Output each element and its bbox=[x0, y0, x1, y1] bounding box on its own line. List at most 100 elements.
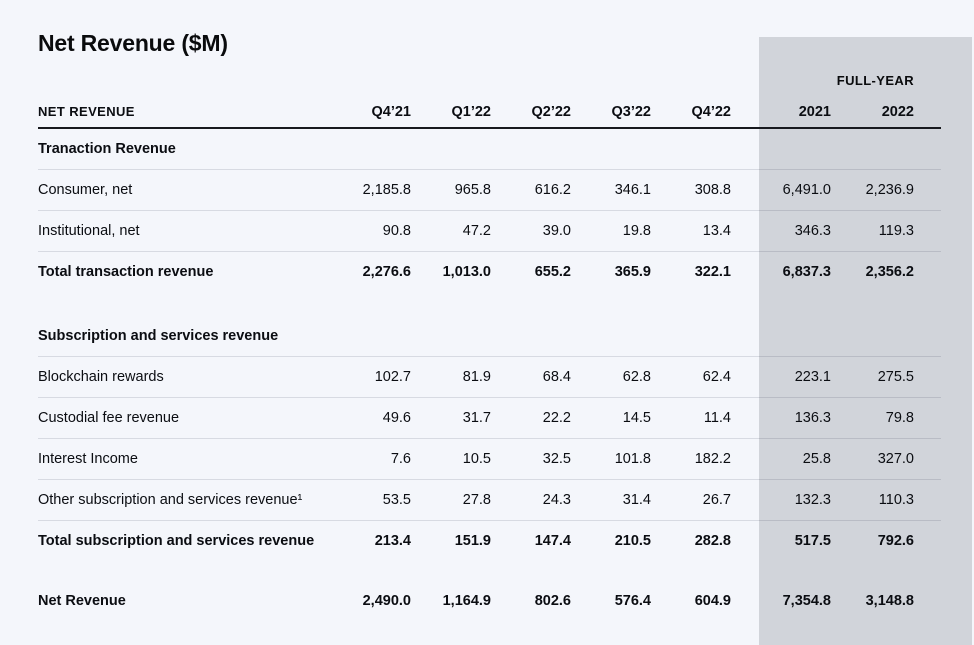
section-gap bbox=[38, 292, 941, 316]
cell-value: 13.4 bbox=[702, 223, 731, 239]
cell-value: 26.7 bbox=[702, 492, 731, 508]
section-label: Tranaction Revenue bbox=[38, 141, 176, 157]
cell-value: 31.4 bbox=[622, 492, 651, 508]
section-label: Subscription and services revenue bbox=[38, 328, 279, 344]
cell-value: 616.2 bbox=[534, 182, 571, 198]
cell-value: 119.3 bbox=[878, 223, 914, 239]
cell-value: 47.2 bbox=[462, 223, 491, 239]
cell-value: 576.4 bbox=[614, 593, 651, 609]
row-label: Institutional, net bbox=[38, 223, 140, 239]
cell-value: 1,164.9 bbox=[442, 593, 491, 609]
cell-value: 1,013.0 bbox=[442, 264, 491, 280]
section-gap bbox=[38, 561, 941, 581]
cell-value: 604.9 bbox=[694, 593, 731, 609]
cell-value: 49.6 bbox=[382, 410, 411, 426]
cell-value: 79.8 bbox=[885, 410, 914, 426]
row-label: Other subscription and services revenue¹ bbox=[38, 492, 303, 508]
cell-value: 965.8 bbox=[454, 182, 491, 198]
cell-value: 182.2 bbox=[694, 451, 731, 467]
cell-value: 24.3 bbox=[542, 492, 571, 508]
cell-value: 792.6 bbox=[877, 533, 914, 549]
cell-value: 655.2 bbox=[534, 264, 571, 280]
cell-value: 53.5 bbox=[382, 492, 411, 508]
table-row-interest-income: Interest Income 7.6 10.5 32.5 101.8 182.… bbox=[38, 439, 941, 480]
cell-value: 802.6 bbox=[534, 593, 571, 609]
cell-value: 14.5 bbox=[622, 410, 651, 426]
cell-value: 6,491.0 bbox=[782, 182, 831, 198]
table-row-blockchain-rewards: Blockchain rewards 102.7 81.9 68.4 62.8 … bbox=[38, 357, 941, 398]
row-label: Interest Income bbox=[38, 451, 138, 467]
cell-value: 151.9 bbox=[454, 533, 491, 549]
row-label: Blockchain rewards bbox=[38, 369, 164, 385]
column-header-q2-22: Q2’22 bbox=[531, 103, 572, 120]
cell-value: 19.8 bbox=[622, 223, 651, 239]
table-row-institutional-net: Institutional, net 90.8 47.2 39.0 19.8 1… bbox=[38, 211, 941, 252]
cell-value: 2,276.6 bbox=[362, 264, 411, 280]
cell-value: 2,236.9 bbox=[865, 182, 914, 198]
cell-value: 62.8 bbox=[622, 369, 651, 385]
cell-value: 136.3 bbox=[794, 410, 831, 426]
column-header-net-revenue: NET REVENUE bbox=[38, 104, 135, 119]
cell-value: 62.4 bbox=[702, 369, 731, 385]
column-header-fy2021: 2021 bbox=[798, 103, 831, 120]
cell-value: 102.7 bbox=[374, 369, 411, 385]
cell-value: 81.9 bbox=[462, 369, 491, 385]
column-header-fy2022: 2022 bbox=[881, 103, 914, 120]
cell-value: 308.8 bbox=[694, 182, 731, 198]
cell-value: 132.3 bbox=[794, 492, 831, 508]
cell-value: 68.4 bbox=[542, 369, 571, 385]
cell-value: 7.6 bbox=[390, 451, 411, 467]
cell-value: 25.8 bbox=[802, 451, 831, 467]
page-title: Net Revenue ($M) bbox=[38, 30, 228, 56]
cell-value: 282.8 bbox=[694, 533, 731, 549]
cell-value: 27.8 bbox=[462, 492, 491, 508]
cell-value: 2,185.8 bbox=[362, 182, 411, 198]
row-label: Total transaction revenue bbox=[38, 264, 214, 280]
cell-value: 213.4 bbox=[374, 533, 411, 549]
cell-value: 11.4 bbox=[703, 410, 731, 426]
cell-value: 346.1 bbox=[614, 182, 651, 198]
table-row-consumer-net: Consumer, net 2,185.8 965.8 616.2 346.1 … bbox=[38, 170, 941, 211]
cell-value: 327.0 bbox=[877, 451, 914, 467]
table-row-total-subscription-services: Total subscription and services revenue … bbox=[38, 521, 941, 561]
column-header-q4-21: Q4’21 bbox=[371, 103, 412, 120]
cell-value: 101.8 bbox=[614, 451, 651, 467]
cell-value: 2,356.2 bbox=[865, 264, 914, 280]
cell-value: 2,490.0 bbox=[362, 593, 411, 609]
cell-value: 3,148.8 bbox=[865, 593, 914, 609]
cell-value: 365.9 bbox=[614, 264, 651, 280]
cell-value: 147.4 bbox=[534, 533, 571, 549]
cell-value: 6,837.3 bbox=[782, 264, 831, 280]
table-row-custodial-fee-revenue: Custodial fee revenue 49.6 31.7 22.2 14.… bbox=[38, 398, 941, 439]
cell-value: 32.5 bbox=[542, 451, 571, 467]
cell-value: 110.3 bbox=[878, 492, 914, 508]
cell-value: 275.5 bbox=[877, 369, 914, 385]
cell-value: 223.1 bbox=[794, 369, 831, 385]
table-row-total-transaction-revenue: Total transaction revenue 2,276.6 1,013.… bbox=[38, 252, 941, 292]
table-row-other-subscription-services: Other subscription and services revenue¹… bbox=[38, 480, 941, 521]
cell-value: 346.3 bbox=[794, 223, 831, 239]
row-label: Consumer, net bbox=[38, 182, 133, 198]
table-row-net-revenue: Net Revenue 2,490.0 1,164.9 802.6 576.4 … bbox=[38, 581, 941, 621]
cell-value: 322.1 bbox=[694, 264, 731, 280]
column-group-header-fullyear: FULL-YEAR bbox=[836, 73, 914, 88]
cell-value: 31.7 bbox=[462, 410, 491, 426]
net-revenue-table: NET REVENUE Q4’21 Q1’22 Q2’22 Q3’22 Q4’2… bbox=[38, 96, 941, 621]
table-header-row: NET REVENUE Q4’21 Q1’22 Q2’22 Q3’22 Q4’2… bbox=[38, 96, 941, 129]
cell-value: 517.5 bbox=[794, 533, 831, 549]
cell-value: 22.2 bbox=[542, 410, 571, 426]
row-label: Total subscription and services revenue bbox=[38, 533, 315, 549]
cell-value: 7,354.8 bbox=[782, 593, 831, 609]
cell-value: 90.8 bbox=[382, 223, 411, 239]
cell-value: 10.5 bbox=[462, 451, 491, 467]
column-header-q4-22: Q4’22 bbox=[691, 103, 732, 120]
column-header-q1-22: Q1’22 bbox=[451, 103, 492, 120]
section-row-transaction-revenue: Tranaction Revenue bbox=[38, 129, 941, 170]
section-row-subscription-services: Subscription and services revenue bbox=[38, 316, 941, 357]
column-header-q3-22: Q3’22 bbox=[611, 103, 652, 120]
cell-value: 210.5 bbox=[614, 533, 651, 549]
fullyear-highlight-band bbox=[759, 37, 972, 645]
cell-value: 39.0 bbox=[542, 223, 571, 239]
row-label: Net Revenue bbox=[38, 593, 126, 609]
